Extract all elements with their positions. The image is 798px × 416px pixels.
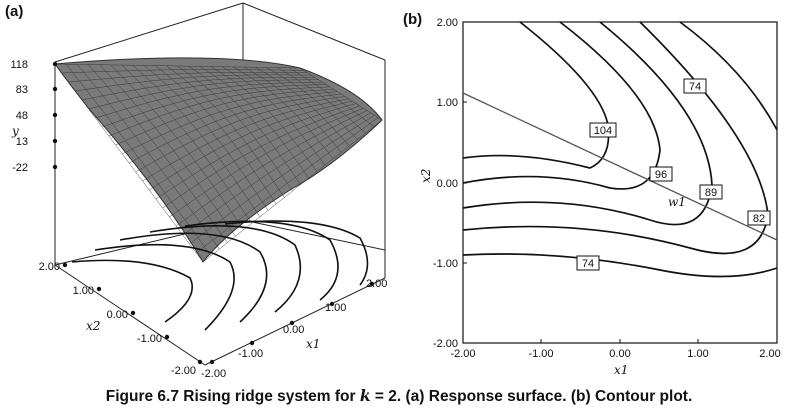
x-tick: 1.00 [687, 348, 708, 360]
x1-axis-tick-marks [209, 281, 375, 365]
mesh-line [299, 67, 383, 121]
panel-b-contour-plot: -2.00 -1.00 0.00 1.00 2.00 x1 2.00 1.00 … [419, 17, 781, 377]
x2-axis-ticks: 2.00 1.00 0.00 -1.00 -2.00 [39, 261, 196, 377]
mesh-line [266, 67, 358, 140]
panel-b-label: (b) [403, 11, 423, 28]
contour-label-boxes [576, 78, 771, 271]
ridge-label: w1 [668, 195, 686, 209]
surface-mesh [54, 63, 383, 263]
contour-y-ticks: 2.00 1.00 0.00 -1.00 -2.00 [433, 17, 458, 350]
contour-label: 104 [594, 125, 612, 137]
mesh-line [221, 66, 326, 166]
contour-104 [462, 21, 610, 169]
contour-plot-frame [462, 21, 778, 344]
panel-a-label: (a) [5, 3, 24, 20]
mesh-line [175, 110, 368, 227]
caption-k: k [359, 386, 371, 405]
x-tick: -2.00 [450, 348, 475, 360]
y-tick: 0.00 [437, 178, 458, 190]
y-tick: 2.00 [437, 17, 458, 29]
mesh-line [135, 96, 345, 173]
contour-ticks [462, 21, 778, 344]
mesh-line [244, 66, 342, 153]
y-tick: 83 [16, 84, 28, 96]
mesh-line [162, 105, 360, 209]
caption-prefix: Figure 6.7 Rising ridge system for [105, 388, 356, 405]
contour-74-upper [679, 21, 778, 131]
contour-74 [462, 253, 778, 278]
mesh-line [233, 66, 334, 159]
mesh-line [255, 67, 350, 146]
y-axis-label: y [11, 124, 19, 138]
y-tick: 13 [16, 136, 28, 148]
x2-tick: 1.00 [73, 285, 94, 297]
mesh-line [189, 115, 375, 245]
floor-contours [71, 220, 369, 331]
x-tick: 0.00 [609, 348, 630, 360]
x-tick: -1.00 [528, 348, 553, 360]
x2-tick: 0.00 [107, 309, 128, 321]
contour-x-label: x1 [614, 363, 628, 377]
x1-tick: 0.00 [283, 324, 304, 336]
contour-x-ticks: -2.00 -1.00 0.00 1.00 2.00 [450, 348, 780, 360]
mesh-line [169, 107, 364, 218]
contour-96 [462, 21, 661, 190]
y-axis-ticks: 118 83 48 13 -22 [10, 59, 28, 174]
mesh-line [199, 66, 310, 179]
mesh-line [142, 98, 349, 182]
mesh-line [196, 117, 379, 254]
x2-tick: 2.00 [39, 261, 60, 273]
y-axis-tick-marks [52, 61, 58, 170]
contour-label: 74 [689, 81, 701, 93]
x2-axis-label: x2 [86, 319, 100, 333]
x-tick: 2.00 [759, 348, 780, 360]
mesh-line [149, 100, 353, 191]
figure-caption: Figure 6.7 Rising ridge system for k = 2… [0, 386, 798, 406]
contour-label: 89 [705, 187, 717, 199]
x2-tick: -1.00 [137, 333, 162, 345]
x1-axis-label: x1 [306, 337, 320, 351]
x2-axis-tick-marks [62, 262, 203, 365]
caption-middle: = 2. (a) Response surface. (b) Contour p… [374, 388, 693, 405]
y-tick: -22 [12, 162, 28, 174]
y-tick: 1.00 [437, 97, 458, 109]
contour-lines [462, 21, 778, 278]
panel-a-surface-plot: 118 83 48 13 -22 y 2.00 1.00 0.00 -1.00 … [10, 2, 387, 380]
x1-tick: 2.00 [366, 278, 387, 290]
contour-label-texts: 74 104 96 89 82 74 [582, 81, 765, 270]
x1-tick: -2.00 [201, 368, 226, 380]
y-tick: 118 [10, 59, 28, 71]
mesh-line [288, 67, 375, 127]
mesh-line [182, 112, 371, 236]
x1-axis-ticks: -2.00 -1.00 0.00 1.00 2.00 [201, 278, 387, 380]
mesh-line [277, 67, 366, 134]
x2-tick: -2.00 [171, 365, 196, 377]
x1-tick: 1.00 [325, 302, 346, 314]
mesh-line [188, 65, 301, 185]
contour-label: 82 [753, 213, 765, 225]
contour-label: 96 [655, 169, 667, 181]
mesh-line [128, 93, 342, 164]
contour-y-label: x2 [419, 169, 433, 183]
x1-tick: -1.00 [238, 348, 263, 360]
mesh-line [210, 66, 318, 172]
response-surface [54, 57, 383, 263]
y-tick: 48 [16, 110, 28, 122]
y-tick: -1.00 [433, 258, 458, 270]
contour-89 [462, 21, 713, 226]
surface-bounding-box [54, 2, 386, 366]
ridge-line [462, 92, 778, 241]
contour-82 [462, 21, 769, 255]
y-tick: -2.00 [433, 338, 458, 350]
contour-label: 74 [582, 258, 594, 270]
mesh-line [155, 103, 356, 200]
